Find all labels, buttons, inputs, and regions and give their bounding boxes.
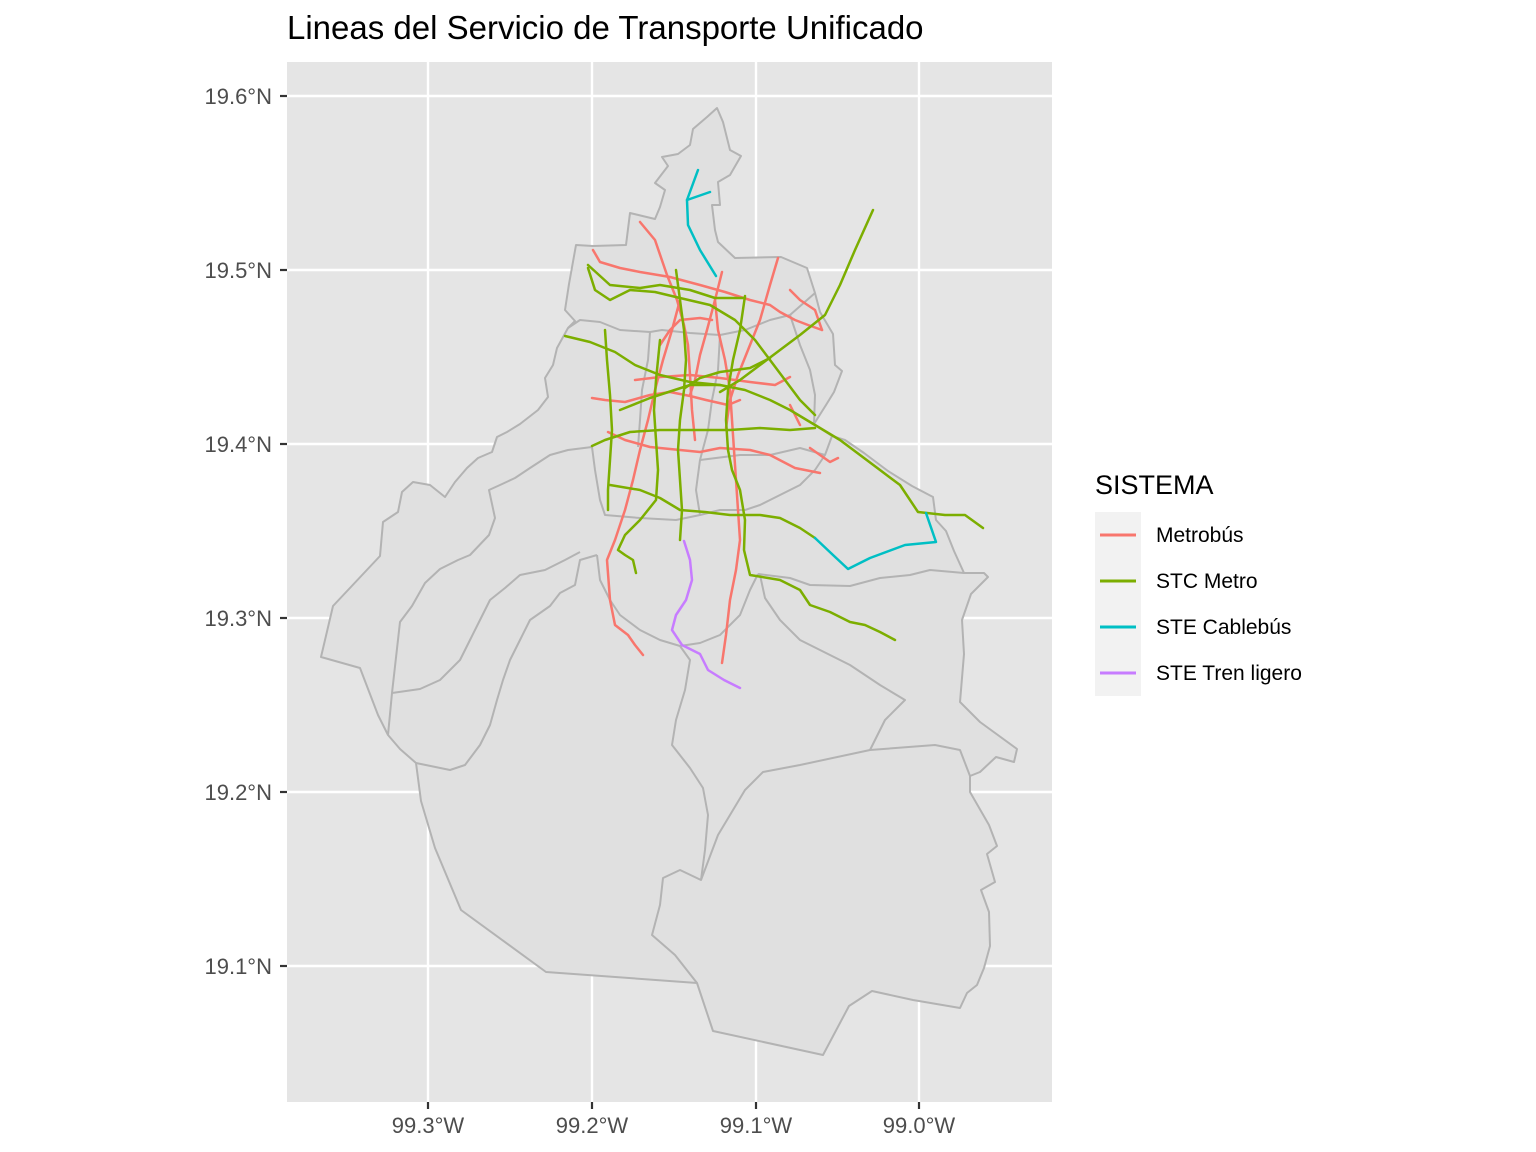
borough-line-6 xyxy=(700,744,971,881)
borough-line-8 xyxy=(757,569,965,587)
stc-metro-line-7 xyxy=(724,294,897,642)
y-tick-label-6: 19.1°N xyxy=(204,954,272,979)
metrobus-line-12 xyxy=(788,403,802,427)
y-tick-label-4: 19.3°N xyxy=(204,606,272,631)
y-tick-label-5: 19.2°N xyxy=(204,780,272,805)
legend-label-stc-metro: STC Metro xyxy=(1156,570,1258,593)
borough-boundaries xyxy=(320,107,1018,1056)
y-tick-label-2: 19.5°N xyxy=(204,258,272,283)
borough-line-7 xyxy=(759,574,906,751)
stc-metro-line-3 xyxy=(563,334,985,530)
borough-line-2 xyxy=(415,554,598,771)
legend-label-cablebus: STE Cablebús xyxy=(1156,616,1291,639)
borough-line-11 xyxy=(637,331,651,448)
y-axis: 19.6°N 19.5°N 19.4°N 19.3°N 19.2°N 19.1°… xyxy=(204,84,287,979)
stc-metro-line-11 xyxy=(618,383,722,412)
x-tick-label-2: 99.2°W xyxy=(556,1113,629,1138)
stc-metro-line-2 xyxy=(718,208,875,394)
y-tick-label-3: 19.4°N xyxy=(204,432,272,457)
map-title: Lineas del Servicio de Transporte Unific… xyxy=(287,9,924,46)
borough-line-1 xyxy=(387,446,593,736)
borough-line-13 xyxy=(789,314,816,425)
x-tick-label-4: 99.0°W xyxy=(883,1113,956,1138)
metrobus-line-2 xyxy=(591,248,824,332)
metrobus-line-11 xyxy=(808,446,840,464)
legend-label-tren-ligero: STE Tren ligero xyxy=(1156,662,1302,685)
tren-ligero-lines xyxy=(670,539,742,690)
stc-metro-line-6 xyxy=(674,268,688,542)
y-tick-label-1: 19.6°N xyxy=(204,84,272,109)
legend-title: SISTEMA xyxy=(1095,470,1214,500)
borough-line-9 xyxy=(591,435,833,521)
stc-metro-line-4 xyxy=(590,426,817,448)
x-tick-label-1: 99.3°W xyxy=(392,1113,465,1138)
stc-metro-line-1 xyxy=(586,266,817,417)
metrobus-line-7 xyxy=(605,298,682,657)
legend: SISTEMA Metrobús STC Metro STE Cablebús … xyxy=(1095,470,1302,696)
cablebus-line-1 xyxy=(685,168,718,278)
x-tick-label-3: 99.1°W xyxy=(720,1113,793,1138)
borough-line-5 xyxy=(651,645,709,984)
cablebus-line-3 xyxy=(813,511,938,571)
cablebus-lines xyxy=(685,168,938,571)
stc-metro-lines xyxy=(563,208,985,642)
stc-metro-line-5 xyxy=(608,483,817,540)
metrobus-line-9 xyxy=(633,373,792,387)
stc-metro-line-8 xyxy=(603,328,614,512)
cablebus-line-2 xyxy=(685,190,712,202)
borough-line-10 xyxy=(567,292,816,336)
metrobus-line-6 xyxy=(606,430,822,475)
borough-line-4 xyxy=(596,554,759,647)
legend-label-metrobus: Metrobús xyxy=(1156,524,1244,547)
x-axis: 99.3°W 99.2°W 99.1°W 99.0°W xyxy=(392,1102,956,1138)
tren-ligero-line-1 xyxy=(670,539,742,690)
stc-metro-line-9 xyxy=(616,338,662,575)
borough-line-3 xyxy=(391,551,581,694)
metrobus-line-13 xyxy=(658,316,714,347)
stc-metro-line-12 xyxy=(683,356,772,390)
stc-metro-line-10 xyxy=(586,263,747,300)
city-outline xyxy=(320,107,1018,1056)
